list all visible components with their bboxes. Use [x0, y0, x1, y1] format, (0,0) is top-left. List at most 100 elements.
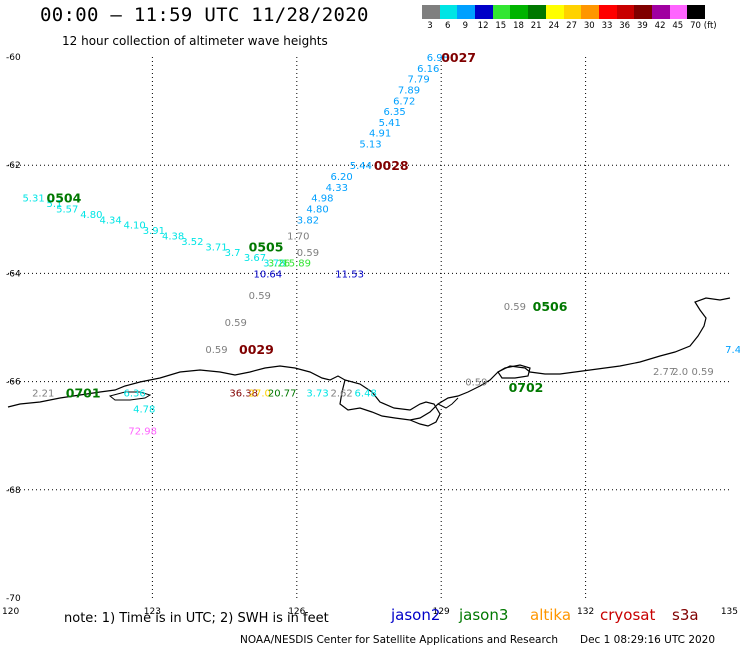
lat-tick-label: -70 — [6, 594, 21, 604]
wave-height-value: 6.35 — [383, 107, 405, 118]
legend-cryosat: cryosat — [600, 606, 656, 624]
color-scale-label: 3 — [427, 21, 433, 31]
color-scale-bin — [651, 5, 670, 19]
color-scale-label: 6 — [444, 21, 451, 31]
color-scale-unit: (ft) — [703, 21, 717, 31]
color-scale-bin — [422, 5, 440, 19]
color-scale-label: 9 — [462, 21, 469, 31]
lat-tick-label: -68 — [6, 486, 21, 496]
lon-tick-label: 123 — [144, 607, 161, 617]
color-scale-label: 18 — [513, 21, 524, 31]
wave-height-value: 4.91 — [369, 129, 391, 140]
coastline-ice-tongue — [497, 364, 531, 379]
wave-height-value: 4.80 — [306, 204, 328, 215]
track-id-label: 0702 — [509, 380, 544, 395]
track-id-label: 0027 — [441, 50, 476, 65]
color-scale — [422, 5, 705, 19]
legend-altika: altika — [530, 606, 572, 624]
wave-height-value: 2.77 — [653, 367, 675, 378]
track-id-label: 0504 — [47, 191, 82, 206]
axis-tick-labels: -60 -62 -64 -66 -68 -70 120 123 126 129 132 135 — [2, 53, 738, 617]
lon-tick-label: 129 — [433, 607, 450, 617]
track-id-label: 0028 — [374, 158, 409, 173]
wave-height-value: 3.91 — [143, 226, 165, 237]
wave-height-value: 5.41 — [379, 118, 401, 129]
lat-tick-label: -64 — [6, 269, 21, 279]
wave-height-value: 3.71 — [205, 242, 227, 253]
wave-height-value: 5.13 — [359, 140, 381, 151]
wave-height-value: 3.78 — [263, 259, 285, 270]
wave-height-value: 7.4 — [725, 345, 740, 356]
color-scale-label: 15 — [495, 21, 507, 31]
wave-height-value: 27.0 — [249, 388, 271, 399]
lon-tick-label: 135 — [721, 607, 738, 617]
wave-height-value: 7.89 — [398, 85, 420, 96]
wave-height-value: 4.38 — [162, 232, 184, 243]
wave-height-value: 6.48 — [355, 388, 377, 399]
wave-height-value: 5.44 — [350, 161, 372, 172]
color-scale-bin — [457, 5, 476, 19]
wave-height-value: 2.21 — [32, 388, 54, 399]
color-scale-label: 70 — [690, 21, 701, 31]
track-id-label: 0506 — [533, 299, 568, 314]
units-note: note: 1) Time is in UTC; 2) SWH is in fe… — [64, 611, 329, 626]
track-id-label: 0029 — [239, 342, 274, 357]
color-scale-label: 21 — [530, 21, 542, 31]
color-scale-label: 24 — [548, 21, 560, 31]
color-scale-label: 42 — [654, 21, 666, 31]
wave-height-value: 0.59 — [504, 302, 526, 313]
color-scale-label: 39 — [636, 21, 648, 31]
color-scale-label: 30 — [583, 21, 595, 31]
coastline-main — [7, 297, 731, 421]
color-scale-bin — [439, 5, 458, 19]
wave-height-value: 3.26 — [268, 259, 290, 270]
wave-height-value: 0.59 — [465, 378, 487, 389]
lat-tick-label: -62 — [6, 161, 21, 171]
antarctic-coastline — [7, 297, 731, 427]
color-scale-label: 27 — [566, 21, 577, 31]
color-scale-bin — [687, 5, 705, 19]
track-id-labels: 0027 0028 0504 0505 0029 0506 0701 0702 — [47, 50, 568, 400]
wave-height-value: 2.62 — [330, 388, 352, 399]
legend-s3a: s3a — [672, 606, 699, 624]
wave-height-value: 15.89 — [282, 259, 311, 270]
lat-tick-label: -66 — [6, 378, 21, 388]
color-scale-bin — [581, 5, 599, 19]
wave-height-value: 3.82 — [297, 215, 319, 226]
color-scale-bin — [669, 5, 688, 19]
wave-height-value: 3.73 — [306, 388, 328, 399]
color-scale-bin — [616, 5, 635, 19]
wave-height-value: 5.57 — [56, 204, 78, 215]
wave-height-value: 0.59 — [249, 291, 271, 302]
wave-height-value: 1.70 — [287, 232, 309, 243]
page-subtitle: 12 hour collection of altimeter wave hei… — [62, 34, 328, 48]
lat-tick-label: -60 — [6, 53, 21, 63]
wave-height-value: 4.80 — [80, 210, 102, 221]
wave-height-value: 3.52 — [181, 237, 203, 248]
wave-height-value: 72.98 — [128, 426, 157, 437]
color-scale-bin — [563, 5, 582, 19]
wave-height-value: 3.7 — [225, 248, 241, 259]
wave-height-value: 4.33 — [326, 183, 348, 194]
wave-height-value: 5.31 — [22, 194, 44, 205]
lon-tick-label: 126 — [288, 607, 305, 617]
wave-height-value: 4.78 — [133, 405, 155, 416]
track-id-label: 0505 — [249, 239, 284, 254]
wave-height-value: 2.0 — [672, 367, 688, 378]
coastline-bay — [344, 379, 441, 427]
color-scale-label: 33 — [601, 21, 613, 31]
wave-height-value: 4.10 — [124, 221, 146, 232]
color-scale-bin — [598, 5, 617, 19]
wave-height-value: 7.79 — [408, 75, 430, 86]
color-scale-bin — [528, 5, 546, 19]
grid-lines — [8, 57, 730, 598]
color-scale-bin — [492, 5, 511, 19]
wave-height-value: 6.36 — [124, 388, 146, 399]
track-id-label: 0701 — [66, 385, 101, 400]
coastline-island — [108, 391, 152, 401]
wave-height-value: 4.98 — [311, 194, 333, 205]
wave-height-value: 6.98 — [427, 53, 449, 64]
lon-tick-label: 120 — [2, 607, 19, 617]
wave-height-value: 0.59 — [691, 367, 713, 378]
